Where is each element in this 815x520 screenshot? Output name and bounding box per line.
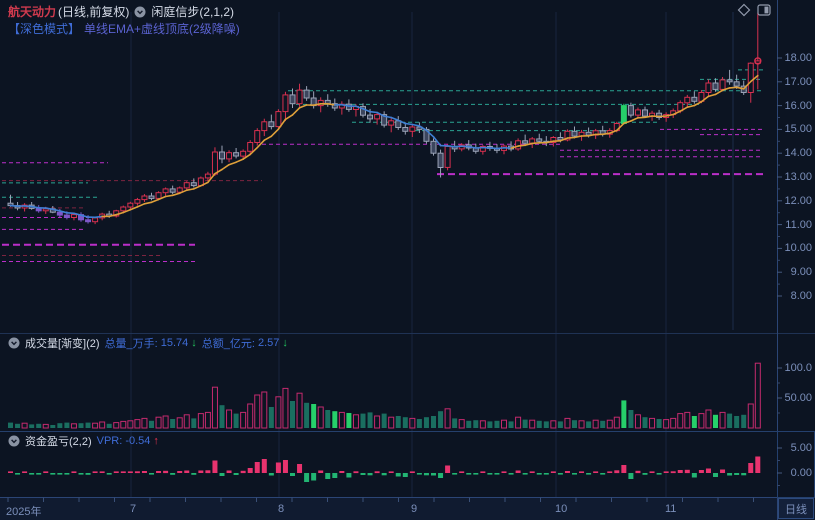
main-pane-header: 航天动力 (日线,前复权) 闲庭信步(2,1,2) [8, 3, 234, 20]
x-axis-strip [0, 498, 815, 520]
volume-amount-down-arrow-icon: ↓ [282, 337, 288, 349]
indicator-name: 单线EMA+虚线顶底(2级降噪) [84, 22, 240, 36]
volume-pane-title: 成交量[渐变](2) [25, 338, 100, 350]
mode-tag: 【深色模式】 [8, 22, 81, 36]
candlestick-layer [7, 12, 762, 225]
fund-pane-header: 资金盈亏(2,2) VPR: -0.54 ↑ [8, 433, 159, 449]
period-selector[interactable]: 日线 [778, 498, 814, 519]
chevron-down-circle-icon[interactable] [8, 435, 20, 447]
volume-bars-layer [8, 362, 761, 429]
panel-toggle-icon[interactable] [757, 3, 771, 22]
strategy-name: 闲庭信步(2,1,2) [151, 5, 235, 19]
chevron-down-circle-icon[interactable] [8, 337, 20, 349]
vpr-up-arrow-icon: ↑ [153, 435, 159, 447]
volume-total-label: 总量_万手: [104, 338, 158, 350]
stock-name: 航天动力 [8, 5, 57, 19]
volume-pane-header: 成交量[渐变](2) 总量_万手: 15.74 ↓ 总额_亿元: 2.57 ↓ [8, 335, 288, 351]
vpr-label: VPR: [96, 435, 123, 447]
diamond-tool-icon[interactable] [737, 3, 751, 22]
chevron-down-circle-icon[interactable] [134, 6, 146, 18]
fund-flow-bars-layer [8, 456, 761, 482]
volume-amount-label: 总额_亿元: [201, 338, 255, 350]
volume-total-down-arrow-icon: ↓ [191, 337, 197, 349]
fund-pane-title: 资金盈亏(2,2) [25, 436, 92, 448]
vpr-value: -0.54 [125, 435, 151, 447]
period-info: (日线,前复权) [58, 5, 130, 19]
volume-amount-value: 2.57 [257, 337, 280, 349]
period-selector-label: 日线 [785, 503, 807, 516]
indicator-header: 【深色模式】 单线EMA+虚线顶底(2级降噪) [8, 20, 240, 37]
volume-total-value: 15.74 [160, 337, 189, 349]
